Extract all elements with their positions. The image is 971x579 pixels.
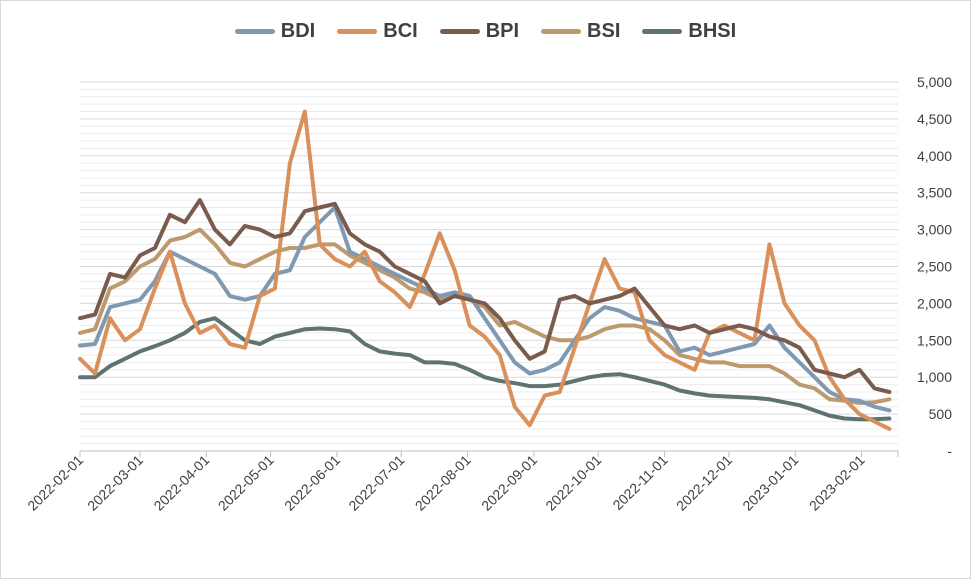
- legend-label-bdi: BDI: [280, 20, 316, 42]
- y-tick-label: 1,500: [917, 332, 952, 348]
- chart-legend: BDI BCI BPI BSI BHSI: [0, 20, 971, 43]
- legend-label-bsi: BSI: [587, 20, 621, 42]
- x-tick-label: 2022-06-01: [281, 452, 343, 514]
- y-tick-label: 4,000: [917, 148, 952, 164]
- series-line-bpi: [78, 198, 892, 394]
- x-tick-label: 2022-03-01: [84, 452, 146, 514]
- y-tick-label: -: [947, 443, 952, 459]
- y-tick-label: 3,500: [917, 185, 952, 201]
- legend-swatch-bhsi: [642, 29, 683, 34]
- x-tick-label: 2022-12-01: [673, 452, 735, 514]
- legend-label-bpi: BPI: [485, 20, 520, 42]
- y-tick-label: 1,000: [917, 369, 952, 385]
- y-tick-label: 2,000: [917, 295, 952, 311]
- series-line-bdi: [78, 205, 892, 413]
- x-tick-label: 2022-10-01: [542, 452, 604, 514]
- y-tick-label: 2,500: [917, 259, 952, 275]
- legend-label-bci: BCI: [383, 20, 418, 42]
- x-tick-label: 2023-02-01: [806, 452, 868, 514]
- x-tick-label: 2022-04-01: [151, 452, 213, 514]
- series-line-bci: [78, 109, 892, 431]
- y-tick-label: 4,500: [917, 111, 952, 127]
- legend-swatch-bdi: [234, 29, 275, 34]
- y-tick-label: 500: [929, 406, 953, 422]
- legend-item-bhsi: BHSI: [642, 20, 736, 43]
- x-tick-label: 2022-09-01: [478, 452, 540, 514]
- x-tick-label: 2023-01-01: [739, 452, 801, 514]
- legend-swatch-bsi: [541, 29, 582, 34]
- y-tick-label: 3,000: [917, 222, 952, 238]
- legend-item-bci: BCI: [337, 20, 418, 43]
- x-tick-label: 2022-07-01: [345, 452, 407, 514]
- legend-label-bhsi: BHSI: [688, 20, 737, 42]
- legend-item-bdi: BDI: [234, 20, 316, 43]
- series-line-bhsi: [78, 316, 892, 422]
- x-tick-label: 2022-11-01: [609, 452, 670, 513]
- legend-swatch-bpi: [439, 29, 480, 34]
- legend-item-bsi: BSI: [541, 20, 620, 43]
- legend-swatch-bci: [337, 29, 378, 34]
- x-tick-label: 2022-08-01: [412, 452, 474, 514]
- y-tick-label: 5,000: [917, 74, 952, 90]
- series-line-bsi: [78, 227, 892, 405]
- x-tick-label: 2022-05-01: [215, 452, 277, 514]
- legend-item-bpi: BPI: [439, 20, 520, 43]
- x-tick-label: 2022-02-01: [24, 452, 86, 514]
